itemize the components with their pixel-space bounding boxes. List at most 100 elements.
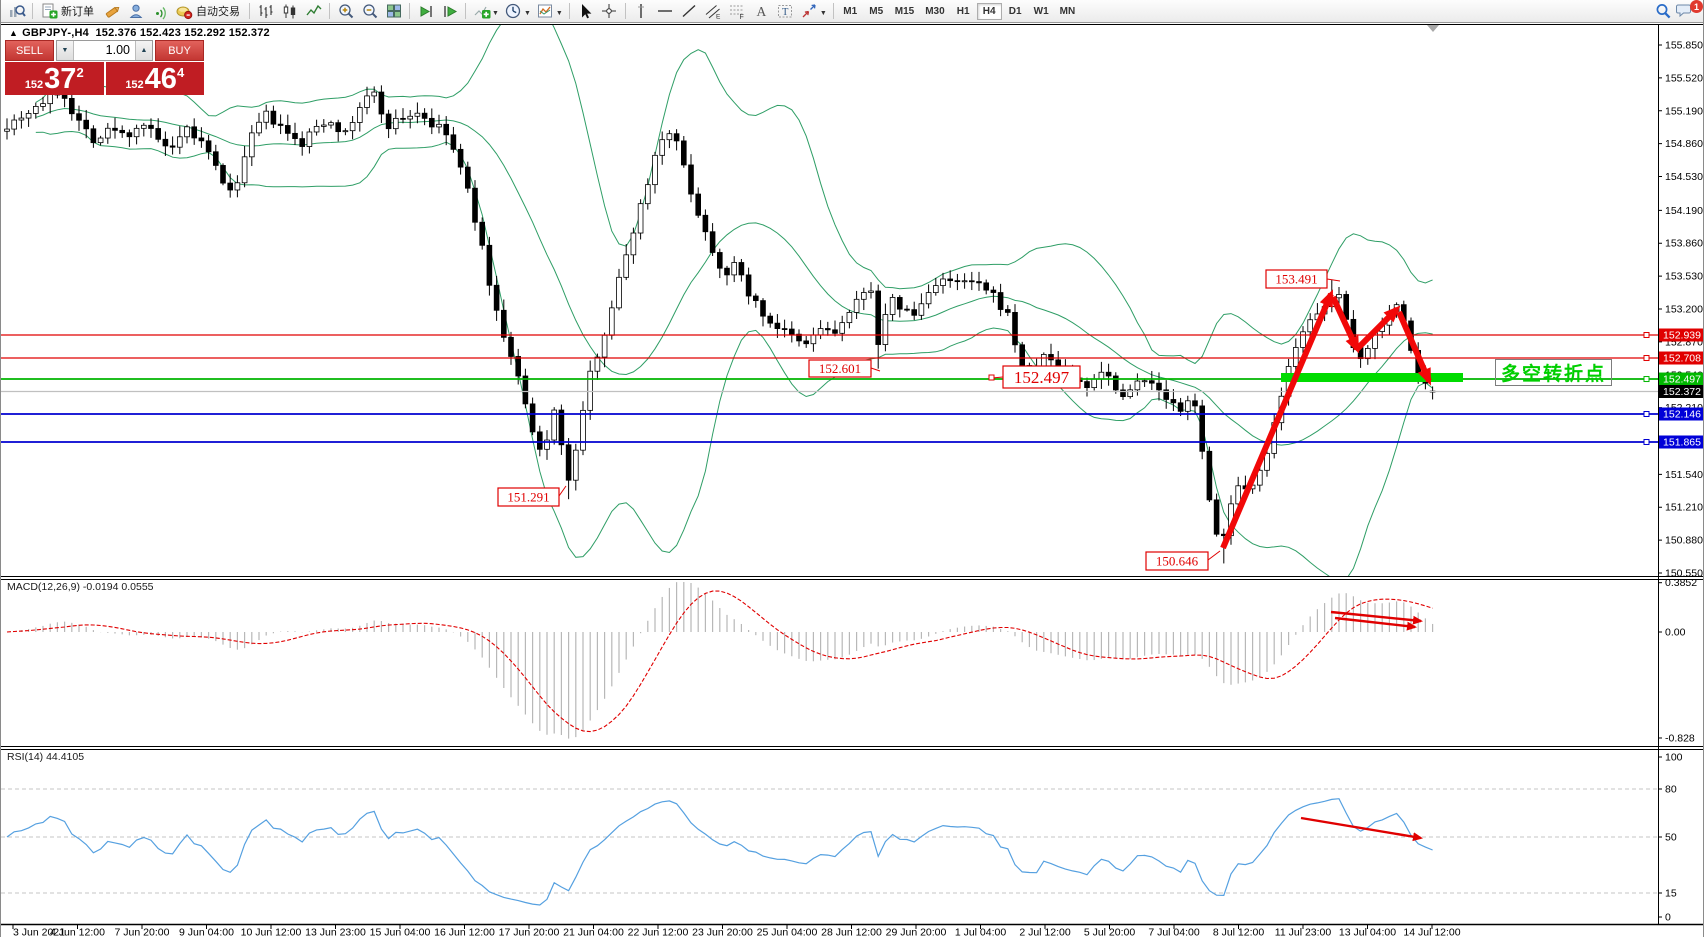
svg-text:154.190: 154.190 [1665, 205, 1703, 217]
svg-text:152.372: 152.372 [1663, 386, 1701, 398]
timeframe-button-MN[interactable]: MN [1059, 5, 1076, 17]
buy-price-big: 46 [144, 63, 177, 95]
trend-arrows[interactable] [1220, 289, 1432, 550]
timeframe-button-M30[interactable]: M30 [925, 5, 945, 17]
dropdown-caret-icon[interactable]: ▼ [523, 9, 531, 17]
support-highlight-bar[interactable] [1281, 373, 1463, 382]
svg-text:-0.828: -0.828 [1665, 732, 1695, 744]
autotrading-icon[interactable] [172, 2, 195, 21]
window-splitter-icon[interactable] [1427, 25, 1439, 32]
channel-icon[interactable]: E [702, 2, 725, 21]
svg-text:154.530: 154.530 [1665, 171, 1703, 183]
crayon-icon[interactable] [100, 2, 123, 21]
sell-price-pipette: 2 [76, 65, 84, 80]
dropdown-caret-icon[interactable]: ▼ [555, 9, 563, 17]
svg-text:4 Jun 12:00: 4 Jun 12:00 [50, 927, 105, 937]
crosshair-icon[interactable] [598, 2, 621, 21]
market-watch-icon[interactable] [124, 2, 147, 21]
svg-text:2 Jul 12:00: 2 Jul 12:00 [1019, 927, 1071, 937]
volume-increase-button[interactable]: ▲ [135, 41, 152, 60]
svg-text:14 Jul 12:00: 14 Jul 12:00 [1403, 927, 1460, 937]
toolbar-separator [465, 3, 466, 19]
svg-text:7 Jun 20:00: 7 Jun 20:00 [115, 927, 170, 937]
svg-text:153.491: 153.491 [1275, 272, 1317, 287]
horizontal-line-icon[interactable] [654, 2, 677, 21]
ohlc-readout: 152.376 152.423 152.292 152.372 [95, 27, 270, 39]
volume-decrease-button[interactable]: ▼ [57, 41, 74, 60]
svg-text:29 Jun 20:00: 29 Jun 20:00 [886, 927, 947, 937]
zoom-out-icon[interactable] [358, 2, 381, 21]
svg-text:13 Jun 23:00: 13 Jun 23:00 [305, 927, 366, 937]
timeframe-button-W1[interactable]: W1 [1033, 5, 1049, 17]
text-label-icon[interactable]: T [774, 2, 797, 21]
chart-search-icon[interactable] [5, 2, 28, 21]
svg-text:22 Jun 12:00: 22 Jun 12:00 [628, 927, 689, 937]
svg-text:17 Jun 20:00: 17 Jun 20:00 [499, 927, 560, 937]
main-toolbar: 新订单 自动交易 ▼ ▼ ▼ E F A T ▼ M1 M5 M15 M30 H1 H4 D1 W1 MN 1 [1, 0, 1703, 23]
tile-windows-icon[interactable] [382, 2, 405, 21]
buy-price-prefix: 152 [125, 79, 144, 91]
cursor-icon[interactable] [574, 2, 597, 21]
price-annotation-labels[interactable]: 153.491 152.601 152.497 151.291 150.646 [497, 269, 1341, 571]
svg-text:155.190: 155.190 [1665, 105, 1703, 117]
auto-scroll-icon[interactable] [414, 2, 437, 21]
trend-line-icon[interactable] [678, 2, 701, 21]
timeframe-button-H4[interactable]: H4 [976, 2, 1002, 20]
collapse-panel-icon[interactable]: ▲ [9, 28, 19, 38]
dropdown-caret-icon[interactable]: ▼ [492, 9, 499, 17]
dropdown-caret-icon[interactable]: ▼ [819, 9, 827, 17]
toolbar-separator [249, 3, 250, 19]
svg-text:155.520: 155.520 [1665, 72, 1703, 84]
toolbar-separator [32, 3, 33, 19]
sell-button[interactable]: SELL [5, 40, 54, 61]
arrows-icon[interactable] [798, 2, 821, 21]
svg-text:151.865: 151.865 [1663, 437, 1701, 449]
bar-chart-icon[interactable] [254, 2, 277, 21]
svg-text:8 Jul 12:00: 8 Jul 12:00 [1213, 927, 1265, 937]
svg-text:152.497: 152.497 [1663, 374, 1701, 386]
svg-text:155.850: 155.850 [1665, 40, 1703, 52]
line-chart-icon[interactable] [302, 2, 325, 21]
templates-icon[interactable] [534, 2, 557, 21]
macd-panel [6, 582, 1434, 739]
chart-shift-icon[interactable] [438, 2, 461, 21]
turning-point-annotation[interactable]: 多空转折点 [1495, 359, 1612, 386]
timeframe-button-H1[interactable]: H1 [956, 5, 970, 17]
periods-icon[interactable] [502, 2, 525, 21]
autotrading-label[interactable]: 自动交易 [196, 6, 240, 18]
chart-title: ▲ GBPJPY-,H4 152.376 152.423 152.292 152.… [9, 27, 270, 39]
sell-price-big: 37 [44, 63, 77, 95]
vertical-line-icon[interactable] [630, 2, 653, 21]
svg-text:151.210: 151.210 [1665, 502, 1703, 514]
text-icon[interactable]: A [750, 2, 773, 21]
indicators-add-icon[interactable] [470, 2, 493, 21]
buy-price-block[interactable]: 152 46 4 [105, 62, 204, 95]
svg-text:15: 15 [1665, 888, 1677, 900]
horizontal-level-lines[interactable] [1, 332, 1658, 445]
timeframe-button-D1[interactable]: D1 [1008, 5, 1022, 17]
axes: 155.850 155.520 155.190 154.860 154.530 154.1… [1, 24, 1703, 937]
signal-icon[interactable] [148, 2, 171, 21]
rsi-panel [1, 788, 1657, 906]
new-order-icon[interactable] [37, 2, 60, 21]
svg-text:A: A [757, 4, 767, 19]
new-order-label[interactable]: 新订单 [61, 6, 94, 18]
svg-text:13 Jul 04:00: 13 Jul 04:00 [1339, 927, 1396, 937]
search-icon[interactable] [1651, 2, 1674, 21]
timeframe-button-M1[interactable]: M1 [843, 5, 858, 17]
buy-button[interactable]: BUY [155, 40, 204, 61]
svg-text:5 Jul 20:00: 5 Jul 20:00 [1084, 927, 1136, 937]
candlestick-chart-icon[interactable] [278, 2, 301, 21]
zoom-in-icon[interactable] [334, 2, 357, 21]
chat-icon[interactable]: 1 [1675, 0, 1703, 21]
svg-text:152.601: 152.601 [819, 361, 861, 376]
svg-text:0.00: 0.00 [1665, 627, 1686, 639]
timeframe-button-M15[interactable]: M15 [894, 5, 915, 17]
timeframe-button-M5[interactable]: M5 [869, 5, 884, 17]
volume-input[interactable]: 1.00 [105, 43, 130, 57]
fibonacci-icon[interactable]: F [726, 2, 749, 21]
svg-text:153.530: 153.530 [1665, 271, 1703, 283]
sell-price-block[interactable]: 152 37 2 [5, 62, 104, 95]
